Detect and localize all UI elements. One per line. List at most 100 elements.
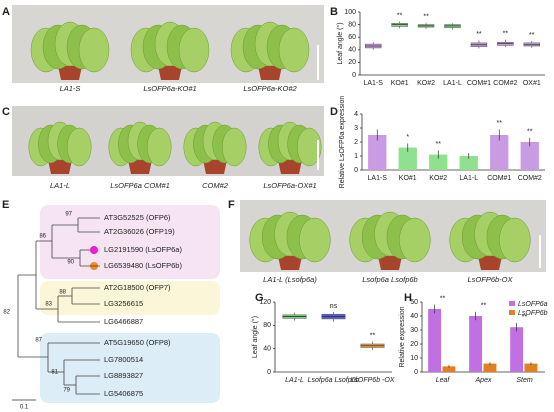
tree-leaf: LG6539480 (LsOFP6b) xyxy=(104,261,182,270)
y-tick-label: 40 xyxy=(348,47,356,54)
panel-label: E xyxy=(2,199,9,211)
leaf xyxy=(178,27,210,73)
bootstrap: 86 xyxy=(39,234,46,240)
photo-caption: LsOFP6a-OX#1 xyxy=(263,181,316,190)
x-tick-label: Apex xyxy=(475,377,492,384)
tree-leaf: LG3256615 xyxy=(104,299,143,308)
tree-leaf: LG2191590 (LsOFP6a) xyxy=(104,245,182,254)
y-tick-label: 20 xyxy=(410,341,418,348)
x-tick-label: Lsofp6a Lsofp6b xyxy=(308,377,360,384)
clade-box xyxy=(40,205,220,279)
pot xyxy=(48,160,72,174)
bar xyxy=(510,327,524,372)
y-axis-label: Relative expression xyxy=(399,306,406,367)
pot xyxy=(58,66,82,80)
bar xyxy=(524,363,538,372)
photo-caption: COM#2 xyxy=(202,181,229,190)
bar xyxy=(398,147,417,170)
legend-swatch xyxy=(509,310,515,315)
annotation: ** xyxy=(476,31,482,38)
bar xyxy=(483,363,497,372)
annotation: ** xyxy=(370,333,376,340)
leaf xyxy=(299,217,331,263)
x-tick-label: LA1-S xyxy=(368,175,388,182)
y-tick-label: 40 xyxy=(410,313,418,320)
annotation: ** xyxy=(529,32,535,39)
x-tick-label: Stem xyxy=(516,377,533,384)
tree-leaf: LG5406875 xyxy=(104,389,143,398)
panel-label: C xyxy=(2,106,10,118)
y-tick-label: 4 xyxy=(354,111,358,118)
y-tick-label: 60 xyxy=(348,34,356,41)
y-tick-label: 10 xyxy=(410,355,418,362)
bootstrap: 79 xyxy=(63,388,70,394)
x-tick-label: LA1-L xyxy=(443,80,462,87)
annotation: ** xyxy=(527,129,533,136)
y-tick-label: 30 xyxy=(410,327,418,334)
panel-label: D xyxy=(330,106,338,118)
tree-leaf: AT5G19650 (OFP8) xyxy=(104,338,171,347)
bootstrap: 82 xyxy=(3,310,10,316)
annotation: * xyxy=(406,134,409,141)
leaf xyxy=(78,27,110,73)
tree-leaf: AT2G18500 (OFP7) xyxy=(104,283,171,292)
y-axis-label: Relative LsOFP6a expression xyxy=(339,96,346,189)
bar xyxy=(442,366,456,372)
x-tick-label: COM#1 xyxy=(487,175,511,182)
y-tick-label: 40 xyxy=(263,346,271,353)
x-tick-label: OX#1 xyxy=(523,80,541,87)
panel-label: F xyxy=(228,199,235,211)
leaf xyxy=(499,217,531,263)
annotation: ** xyxy=(440,296,446,303)
bar xyxy=(469,316,483,372)
leaf xyxy=(66,127,92,167)
panel-label: A xyxy=(2,6,10,18)
x-tick-label: LA1-S xyxy=(363,80,383,87)
x-tick-label: Leaf xyxy=(436,377,451,384)
x-tick-label: KO#1 xyxy=(391,80,409,87)
marker xyxy=(90,246,98,254)
pot xyxy=(158,66,182,80)
photo-caption: LsOFP6a-KO#1 xyxy=(143,84,196,93)
x-tick-label: COM#2 xyxy=(493,80,517,87)
photo-caption: LA1-S xyxy=(60,84,81,93)
bar xyxy=(520,142,539,170)
x-tick-label: LA1-L xyxy=(285,377,304,384)
pot xyxy=(278,160,302,174)
x-tick-label: KO#1 xyxy=(399,175,417,182)
leaf xyxy=(399,217,431,263)
y-tick-label: 0 xyxy=(267,369,271,376)
scale-label: 0.1 xyxy=(20,405,29,411)
pot xyxy=(278,256,302,270)
clade-box xyxy=(40,333,220,403)
bootstrap: 83 xyxy=(45,302,52,308)
pot xyxy=(258,66,282,80)
legend-swatch xyxy=(509,301,515,306)
annotation: ns xyxy=(330,303,338,310)
tree-leaf: LG7800514 xyxy=(104,355,143,364)
x-tick-label: LsOFP6b -OX xyxy=(351,377,395,384)
x-tick-label: KO#2 xyxy=(429,175,447,182)
y-tick-label: 0 xyxy=(352,72,356,79)
x-tick-label: COM#2 xyxy=(518,175,542,182)
clade-box xyxy=(40,281,220,315)
annotation: ** xyxy=(423,14,429,21)
bootstrap: 87 xyxy=(35,338,42,344)
y-tick-label: 1 xyxy=(354,153,358,160)
photo-caption: LsOFP6b-OX xyxy=(467,275,513,284)
legend-label: LsOFP6a xyxy=(518,301,548,308)
bar xyxy=(429,154,448,170)
panel-label: G xyxy=(255,292,264,304)
leaf xyxy=(146,127,172,167)
bar xyxy=(490,135,509,170)
tree-leaf: AT3G52525 (OFP6) xyxy=(104,213,171,222)
bar xyxy=(428,309,442,372)
y-tick-label: 80 xyxy=(263,322,271,329)
y-tick-label: 2 xyxy=(354,139,358,146)
bootstrap: 97 xyxy=(65,212,72,218)
y-tick-label: 3 xyxy=(354,125,358,132)
bar xyxy=(459,156,478,170)
y-tick-label: 120 xyxy=(259,299,271,306)
photo-caption: Lsofp6a Lsofp6b xyxy=(362,275,417,284)
